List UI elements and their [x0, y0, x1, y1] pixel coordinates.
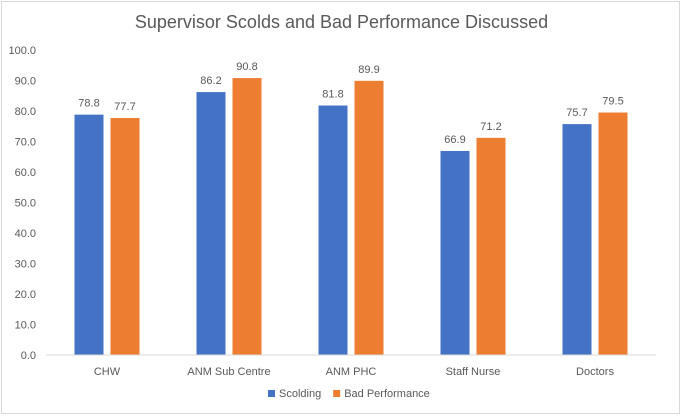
data-label: 79.5: [602, 96, 623, 108]
data-label: 86.2: [200, 75, 221, 87]
y-tick-label: 60.0: [15, 167, 36, 179]
bar-bad-performance: [232, 78, 262, 355]
y-tick-label: 30.0: [15, 259, 36, 271]
legend-label: Bad Performance: [344, 388, 430, 400]
bar-bad-performance: [598, 112, 628, 356]
bar-scolding: [440, 150, 470, 355]
data-label: 77.7: [114, 101, 135, 113]
bar-scolding: [196, 92, 226, 355]
data-label: 81.8: [322, 89, 343, 101]
chart-border: [1, 1, 680, 414]
bar-bad-performance: [354, 80, 384, 356]
data-label: 78.8: [78, 98, 99, 110]
legend-label: Scolding: [279, 388, 321, 400]
x-tick-label: Staff Nurse: [446, 366, 501, 378]
x-tick-label: ANM Sub Centre: [187, 366, 270, 378]
bar-scolding: [74, 114, 104, 355]
bar-bad-performance: [476, 137, 506, 355]
data-label: 71.2: [480, 121, 501, 133]
y-tick-label: 10.0: [15, 320, 36, 332]
data-label: 75.7: [566, 107, 587, 119]
data-label: 66.9: [444, 134, 465, 146]
bar-bad-performance: [110, 118, 140, 355]
data-label: 89.9: [358, 64, 379, 76]
y-tick-label: 80.0: [15, 106, 36, 118]
bar-scolding: [318, 105, 348, 355]
y-tick-label: 50.0: [15, 198, 36, 210]
bar-scolding: [562, 124, 592, 356]
legend-swatch: [333, 390, 341, 397]
y-tick-label: 90.0: [15, 76, 36, 88]
legend-swatch: [268, 390, 275, 397]
y-tick-label: 70.0: [15, 137, 36, 149]
x-tick-label: Doctors: [576, 366, 614, 378]
data-label: 90.8: [236, 61, 257, 73]
y-tick-label: 0.0: [21, 350, 36, 362]
y-tick-label: 100.0: [8, 45, 36, 57]
x-tick-label: CHW: [94, 366, 121, 378]
y-tick-label: 20.0: [15, 289, 36, 301]
x-tick-label: ANM PHC: [326, 366, 377, 378]
chart-title: Supervisor Scolds and Bad Performance Di…: [134, 12, 549, 32]
y-tick-label: 40.0: [15, 228, 36, 240]
